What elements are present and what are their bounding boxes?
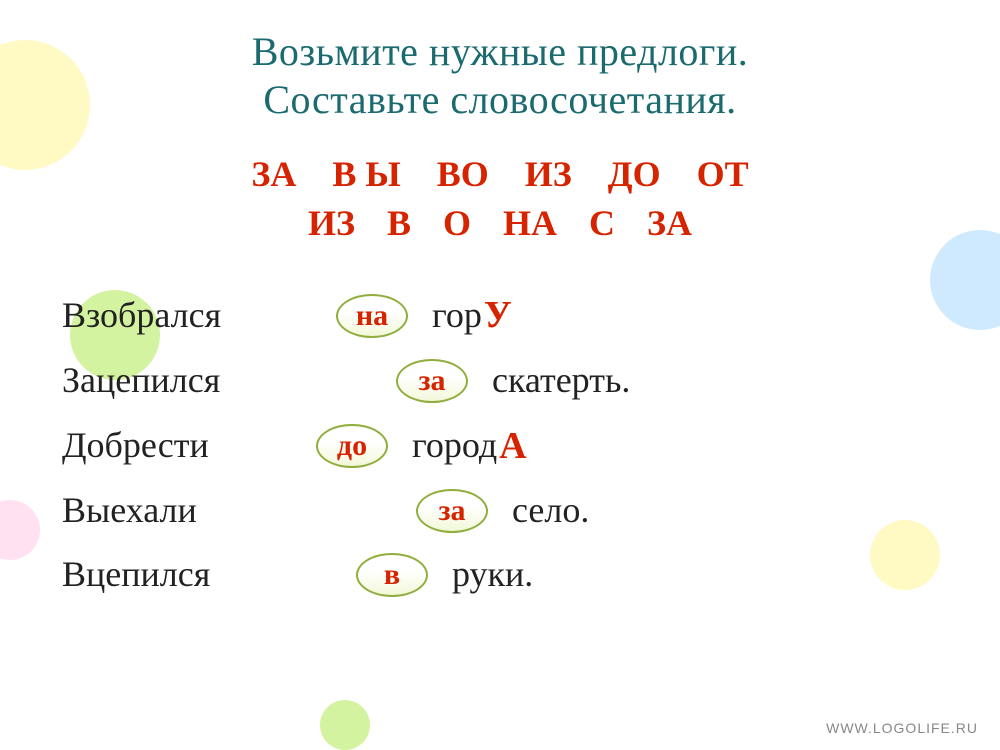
answer-bubble: до: [316, 424, 388, 468]
exercise-word-right: село.: [512, 482, 589, 540]
preposition: ВО: [437, 154, 489, 194]
title-line: Составьте словосочетания.: [0, 76, 1000, 124]
exercise-word-right: руки.: [452, 546, 533, 604]
exercise-list: Взобрался нагорУ Зацепился за скатерть. Добре…: [62, 285, 1000, 603]
answer-bubble: на: [336, 294, 408, 338]
exercise-word-right: гор: [432, 287, 482, 345]
exercise-word-left: Взобрался: [62, 287, 322, 345]
exercise-row: Вцепился в руки.: [62, 546, 1000, 604]
answer-bubble: за: [416, 489, 488, 533]
exercise-word-left: Вцепился: [62, 546, 322, 604]
preposition: ОТ: [697, 154, 749, 194]
exercise-word-left: Зацепился: [62, 352, 322, 410]
preposition: ИЗ: [525, 154, 572, 194]
exercise-row: Выехали за село.: [62, 482, 1000, 540]
bg-bubble: [320, 700, 370, 750]
exercise-word-left: Добрести: [62, 417, 322, 475]
preposition: НА: [503, 203, 557, 243]
preposition: В: [387, 203, 411, 243]
prep-row: ЗА В Ы ВО ИЗ ДО ОТ: [0, 150, 1000, 199]
exercise-word-right: скатерть.: [492, 352, 630, 410]
exercise-row: ДобрестидогородА: [62, 416, 1000, 477]
exercise-word-right: город: [412, 417, 497, 475]
preposition: ИЗ: [308, 203, 355, 243]
exercise-ending: А: [499, 416, 526, 477]
watermark: WWW.LOGOLIFE.RU: [826, 720, 978, 736]
exercise-ending: У: [484, 285, 512, 346]
exercise-word-left: Выехали: [62, 482, 322, 540]
exercise-row: Взобрался нагорУ: [62, 285, 1000, 346]
prepositions-bank: ЗА В Ы ВО ИЗ ДО ОТ ИЗ ВО НА С ЗА: [0, 150, 1000, 247]
preposition: С: [589, 203, 615, 243]
bg-bubble: [0, 500, 40, 560]
prep-row: ИЗ ВО НА С ЗА: [0, 199, 1000, 248]
preposition: ДО: [608, 154, 661, 194]
preposition: ЗА: [251, 154, 296, 194]
preposition: ЗА: [647, 203, 692, 243]
preposition: В Ы: [332, 154, 400, 194]
answer-bubble: в: [356, 553, 428, 597]
title-line: Возьмите нужные предлоги.: [0, 28, 1000, 76]
exercise-row: Зацепился за скатерть.: [62, 352, 1000, 410]
slide-title: Возьмите нужные предлоги.Составьте слово…: [0, 0, 1000, 124]
answer-bubble: за: [396, 359, 468, 403]
preposition: О: [443, 203, 471, 243]
